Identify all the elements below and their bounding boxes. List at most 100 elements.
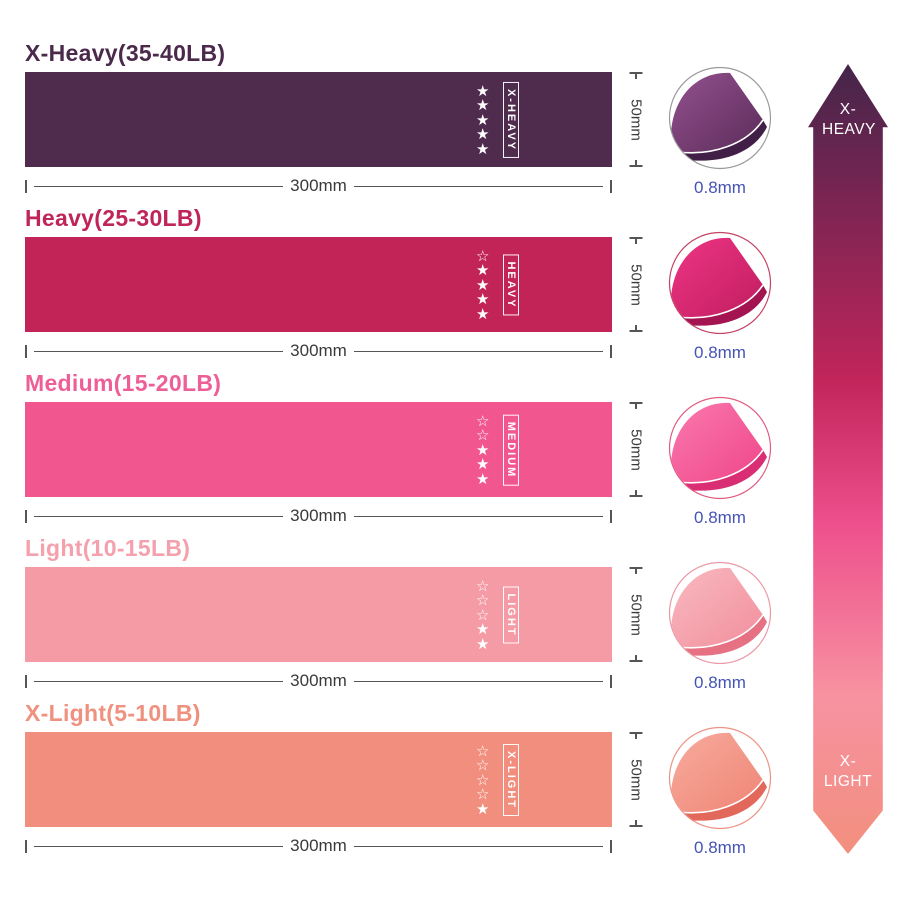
dimension-tick: [635, 490, 637, 495]
band-rectangle: ☆ ☆ ★ ★ ★ MEDIUM: [25, 402, 612, 497]
band-title: Medium(15-20LB): [25, 370, 222, 396]
dimension-tick: [635, 239, 637, 244]
arrow-bottom-label: X-LIGHT: [823, 753, 873, 791]
width-dimension: 300mm: [25, 670, 612, 692]
thickness-circle: [668, 66, 772, 170]
dimension-tick: [25, 179, 27, 193]
dimension-tick: [635, 404, 637, 409]
dimension-tick: [610, 179, 612, 193]
star-rating: ☆ ★ ★ ★ ★: [476, 248, 489, 321]
dimension-tick: [629, 402, 643, 404]
height-dimension-label: 50mm: [627, 98, 645, 141]
star-rating: ☆ ☆ ★ ★ ★: [476, 413, 489, 486]
dimension-tick: [610, 839, 612, 853]
fold-crease-highlight: [677, 614, 764, 649]
star-icon: ★: [476, 110, 490, 129]
fold-crease-highlight: [677, 779, 764, 814]
star-rating: ★ ★ ★ ★ ★: [476, 83, 489, 156]
star-icon: ★: [476, 440, 490, 459]
arrow-top-label: X-HEAVY: [822, 101, 876, 139]
thickness-circle: [668, 396, 772, 500]
star-icon: ★: [476, 260, 490, 279]
dimension-tick: [610, 674, 612, 688]
fold-crease-highlight: [677, 119, 764, 154]
width-dimension-label: 300mm: [290, 176, 347, 195]
height-dimension-label: 50mm: [627, 428, 645, 471]
fold-outer-surface: [670, 402, 763, 483]
folded-band-image: [668, 561, 772, 665]
band-rectangle: ☆ ★ ★ ★ ★ HEAVY: [25, 237, 612, 332]
band-title: Light(10-15LB): [25, 535, 191, 561]
dimension-line: [353, 185, 603, 187]
band-level-label: X-HEAVY: [503, 81, 519, 158]
star-icon: ★: [476, 95, 490, 114]
dimension-line: [34, 680, 284, 682]
star-icon: ☆: [476, 246, 490, 265]
dimension-line: [34, 845, 284, 847]
dimension-line: [353, 845, 603, 847]
dimension-tick: [25, 509, 27, 523]
dimension-tick: [629, 165, 643, 167]
star-rating: ☆ ☆ ☆ ★ ★: [476, 578, 489, 651]
band-section-light: Light(10-15LB) ☆ ☆ ☆ ★ ★ LIGHT 300mm 50m…: [0, 535, 900, 700]
dimension-tick: [610, 344, 612, 358]
dimension-tick: [629, 567, 643, 569]
star-icon: ☆: [476, 411, 490, 430]
star-icon: ★: [476, 634, 490, 653]
folded-band-image: [668, 231, 772, 335]
dimension-tick: [25, 839, 27, 853]
dimension-line: [353, 680, 603, 682]
dimension-tick: [635, 655, 637, 660]
band-section-medium: Medium(15-20LB) ☆ ☆ ★ ★ ★ MEDIUM 300mm 5…: [0, 370, 900, 535]
fold-outer-surface: [670, 732, 763, 813]
star-icon: ★: [476, 124, 490, 143]
height-dimension-label: 50mm: [627, 593, 645, 636]
dimension-tick: [629, 660, 643, 662]
star-icon: ☆: [476, 605, 490, 624]
band-rectangle: ☆ ☆ ☆ ☆ ★ X-LIGHT: [25, 732, 612, 827]
width-dimension-label: 300mm: [290, 836, 347, 855]
star-icon: ☆: [476, 590, 490, 609]
dimension-tick: [635, 325, 637, 330]
star-icon: ★: [476, 619, 490, 638]
star-icon: ☆: [476, 425, 490, 444]
band-title: Heavy(25-30LB): [25, 205, 202, 231]
dimension-tick: [629, 72, 643, 74]
height-dimension-label: 50mm: [627, 758, 645, 801]
dimension-tick: [610, 509, 612, 523]
folded-band-image: [668, 66, 772, 170]
star-icon: ☆: [476, 741, 490, 760]
band-section-x-heavy: X-Heavy(35-40LB) ★ ★ ★ ★ ★ X-HEAVY 300mm…: [0, 40, 900, 205]
folded-band-image: [668, 396, 772, 500]
width-dimension: 300mm: [25, 505, 612, 527]
dimension-line: [353, 350, 603, 352]
band-level-label: MEDIUM: [503, 414, 519, 485]
band-level-label: X-LIGHT: [503, 743, 519, 816]
width-dimension-label: 300mm: [290, 671, 347, 690]
band-title: X-Light(5-10LB): [25, 700, 201, 726]
thickness-label: 0.8mm: [694, 343, 746, 362]
dimension-line: [353, 515, 603, 517]
star-rating: ☆ ☆ ☆ ☆ ★: [476, 743, 489, 816]
thickness-label: 0.8mm: [694, 673, 746, 692]
dimension-tick: [635, 160, 637, 165]
dimension-tick: [629, 330, 643, 332]
star-icon: ★: [476, 799, 490, 818]
dimension-tick: [629, 495, 643, 497]
star-icon: ★: [476, 454, 490, 473]
thickness-circle: [668, 231, 772, 335]
star-icon: ★: [476, 304, 490, 323]
band-rectangle: ☆ ☆ ☆ ★ ★ LIGHT: [25, 567, 612, 662]
star-icon: ★: [476, 289, 490, 308]
width-dimension-label: 300mm: [290, 506, 347, 525]
thickness-label: 0.8mm: [694, 838, 746, 857]
width-dimension: 300mm: [25, 340, 612, 362]
height-dimension: 50mm: [623, 732, 649, 827]
folded-band-image: [668, 726, 772, 830]
width-dimension: 300mm: [25, 175, 612, 197]
star-icon: ☆: [476, 576, 490, 595]
thickness-circle: [668, 561, 772, 665]
band-level-label: HEAVY: [503, 253, 519, 316]
star-icon: ★: [476, 469, 490, 488]
